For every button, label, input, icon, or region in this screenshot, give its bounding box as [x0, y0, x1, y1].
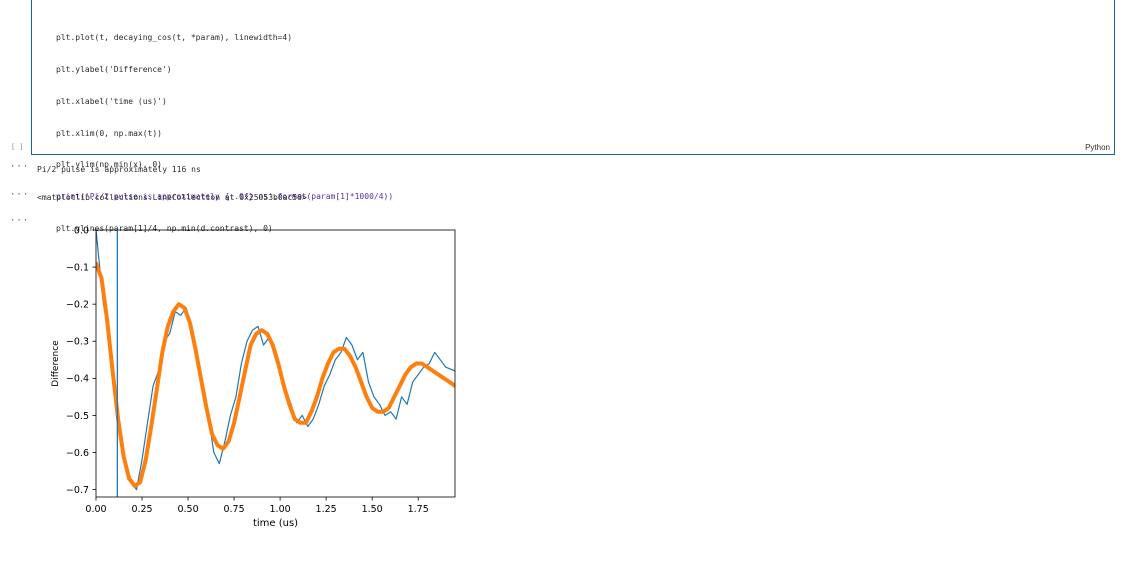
x-tick-label: 0.50 [177, 504, 198, 515]
x-tick-label: 1.00 [270, 504, 291, 515]
x-axis-label: time (us) [253, 518, 298, 529]
y-tick-label: −0.6 [66, 448, 89, 459]
cell-language-label[interactable]: Python [1085, 143, 1110, 152]
x-tick-label: 0.75 [223, 504, 244, 515]
y-axis-label: Difference [51, 340, 61, 387]
x-tick-label: 1.50 [362, 504, 383, 515]
difference-vs-time-chart: 0.00 0.25 0.50 0.75 1.00 1.25 1.50 1.75 0.0 −0.1 −… [51, 225, 456, 529]
y-tick-label: −0.2 [66, 300, 89, 311]
y-tick-label: −0.4 [66, 374, 89, 385]
code-line: plt.plot(t, decaying_cos(t, *param), lin… [56, 33, 293, 43]
output-menu-icon[interactable]: ··· [10, 190, 30, 200]
stdout-output: Pi/2 pulse is approximately 116 ns [37, 165, 201, 174]
repr-output: <matplotlib.collections.LineCollection a… [37, 193, 307, 202]
code-cell-input[interactable]: plt.plot(t, decaying_cos(t, *param), lin… [31, 0, 1115, 233]
output-menu-icon[interactable]: ··· [10, 162, 30, 172]
x-tick-label: 1.75 [408, 504, 429, 515]
x-tick-label: 1.25 [316, 504, 337, 515]
code-line: plt.ylim(np.min(x), 0) [56, 160, 162, 170]
y-tick-label: −0.1 [66, 262, 89, 273]
code-editor[interactable]: plt.plot(t, decaying_cos(t, *param), lin… [56, 12, 393, 256]
output-menu-icon[interactable]: ··· [10, 216, 30, 226]
y-tick-label: −0.5 [66, 411, 89, 422]
code-line: plt.ylabel('Difference') [56, 64, 172, 74]
y-tick-label: −0.7 [66, 485, 89, 496]
fit-curve-line [96, 261, 455, 488]
y-tick-label: −0.3 [66, 337, 89, 348]
x-tick-label: 0.25 [131, 504, 152, 515]
plot-frame [95, 229, 456, 498]
code-line: print('Pi/2 pulse is approximately {:.0f… [56, 192, 394, 202]
y-tick-label: 0.0 [74, 225, 89, 236]
code-line: plt.xlim(0, np.max(t)) [56, 128, 162, 138]
execution-count-bracket: [ ] [11, 143, 24, 151]
code-line: plt.xlabel('time (us)') [56, 96, 167, 106]
code-line: plt.vlines(param[1]/4, np.min(d.contrast… [56, 223, 273, 233]
x-tick-label: 0.00 [85, 504, 106, 515]
